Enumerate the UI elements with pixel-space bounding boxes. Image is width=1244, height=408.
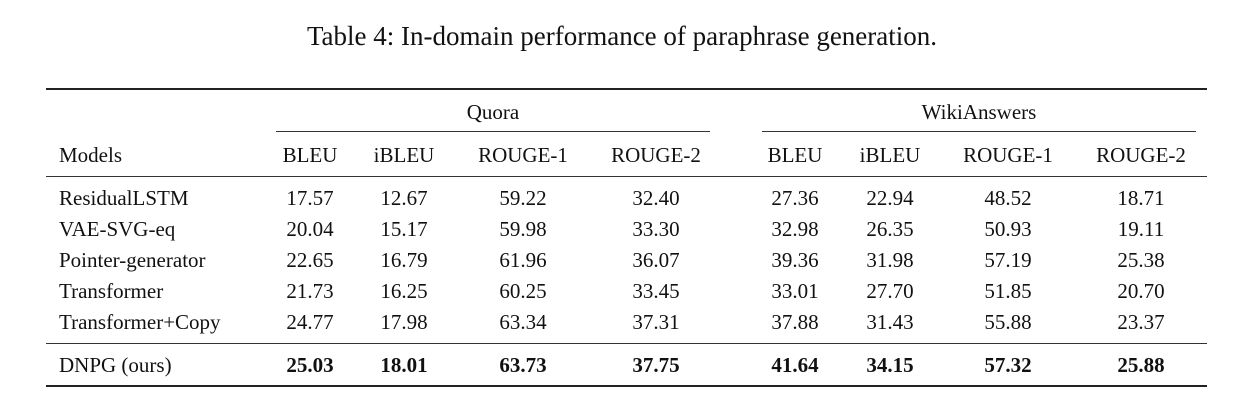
table-cell: 17.57: [286, 186, 334, 210]
table-cell: 63.34: [499, 310, 547, 334]
header-quora-rouge2: ROUGE-2: [611, 143, 701, 167]
header-quora-bleu: BLEU: [282, 143, 338, 167]
table-cell: 33.45: [632, 279, 680, 303]
best-row-model: DNPG (ours): [59, 353, 172, 377]
table-cell: 18.71: [1117, 186, 1165, 210]
header-wiki-ibleu: iBLEU: [859, 143, 921, 167]
table-cell: 15.17: [380, 217, 428, 241]
table-cell: 60.25: [499, 279, 547, 303]
table-cell: 32.40: [632, 186, 680, 210]
table-cell: 24.77: [286, 310, 334, 334]
table-cell: 23.37: [1117, 310, 1165, 334]
header-quora-rouge1: ROUGE-1: [478, 143, 568, 167]
row-model: Transformer+Copy: [59, 310, 221, 334]
best-cell: 34.15: [866, 353, 914, 377]
header-rule: [46, 176, 1207, 177]
bottom-rule: [46, 385, 1207, 387]
table-cell: 48.52: [984, 186, 1032, 210]
table-cell: 36.07: [632, 248, 680, 272]
header-quora-ibleu: iBLEU: [373, 143, 435, 167]
table-cell: 12.67: [380, 186, 428, 210]
best-cell: 57.32: [984, 353, 1032, 377]
best-cell: 37.75: [632, 353, 680, 377]
table-cell: 37.31: [632, 310, 680, 334]
table-caption: Table 4: In-domain performance of paraph…: [306, 21, 938, 51]
best-cell: 41.64: [771, 353, 819, 377]
models-header: Models: [59, 143, 122, 167]
header-wiki-rouge2: ROUGE-2: [1096, 143, 1186, 167]
header-wiki-bleu: BLEU: [767, 143, 823, 167]
table-cell: 26.35: [866, 217, 914, 241]
table-cell: 31.43: [866, 310, 914, 334]
row-model: VAE-SVG-eq: [59, 217, 176, 241]
best-cell: 63.73: [499, 353, 547, 377]
row-model: Transformer: [59, 279, 164, 303]
header-wiki-rouge1: ROUGE-1: [963, 143, 1053, 167]
table-cell: 21.73: [286, 279, 334, 303]
top-rule: [46, 88, 1207, 90]
quora-group-rule: [276, 131, 710, 132]
best-cell: 25.88: [1117, 353, 1165, 377]
row-model: ResidualLSTM: [59, 186, 189, 210]
row-model: Pointer-generator: [59, 248, 206, 272]
table-cell: 20.70: [1117, 279, 1165, 303]
table-cell: 51.85: [984, 279, 1032, 303]
table-cell: 59.22: [499, 186, 547, 210]
table-cell: 22.65: [286, 248, 334, 272]
table-cell: 57.19: [984, 248, 1032, 272]
table-cell: 19.11: [1117, 217, 1165, 241]
table-cell: 16.25: [380, 279, 428, 303]
group-header-quora: Quora: [466, 100, 520, 124]
table-cell: 22.94: [866, 186, 914, 210]
table-cell: 32.98: [771, 217, 819, 241]
best-cell: 18.01: [380, 353, 428, 377]
table-cell: 20.04: [286, 217, 334, 241]
table-cell: 39.36: [771, 248, 819, 272]
table-cell: 27.36: [771, 186, 819, 210]
best-row-separator: [46, 343, 1207, 344]
table-cell: 27.70: [866, 279, 914, 303]
table-cell: 25.38: [1117, 248, 1165, 272]
table-cell: 59.98: [499, 217, 547, 241]
wikianswers-group-rule: [762, 131, 1196, 132]
group-header-wikianswers: WikiAnswers: [921, 100, 1037, 124]
table-cell: 17.98: [380, 310, 428, 334]
table-cell: 33.30: [632, 217, 680, 241]
table-cell: 33.01: [771, 279, 819, 303]
table-cell: 31.98: [866, 248, 914, 272]
table-cell: 61.96: [499, 248, 547, 272]
table-cell: 37.88: [771, 310, 819, 334]
table-cell: 55.88: [984, 310, 1032, 334]
table-cell: 50.93: [984, 217, 1032, 241]
table-cell: 16.79: [380, 248, 428, 272]
best-cell: 25.03: [286, 353, 334, 377]
